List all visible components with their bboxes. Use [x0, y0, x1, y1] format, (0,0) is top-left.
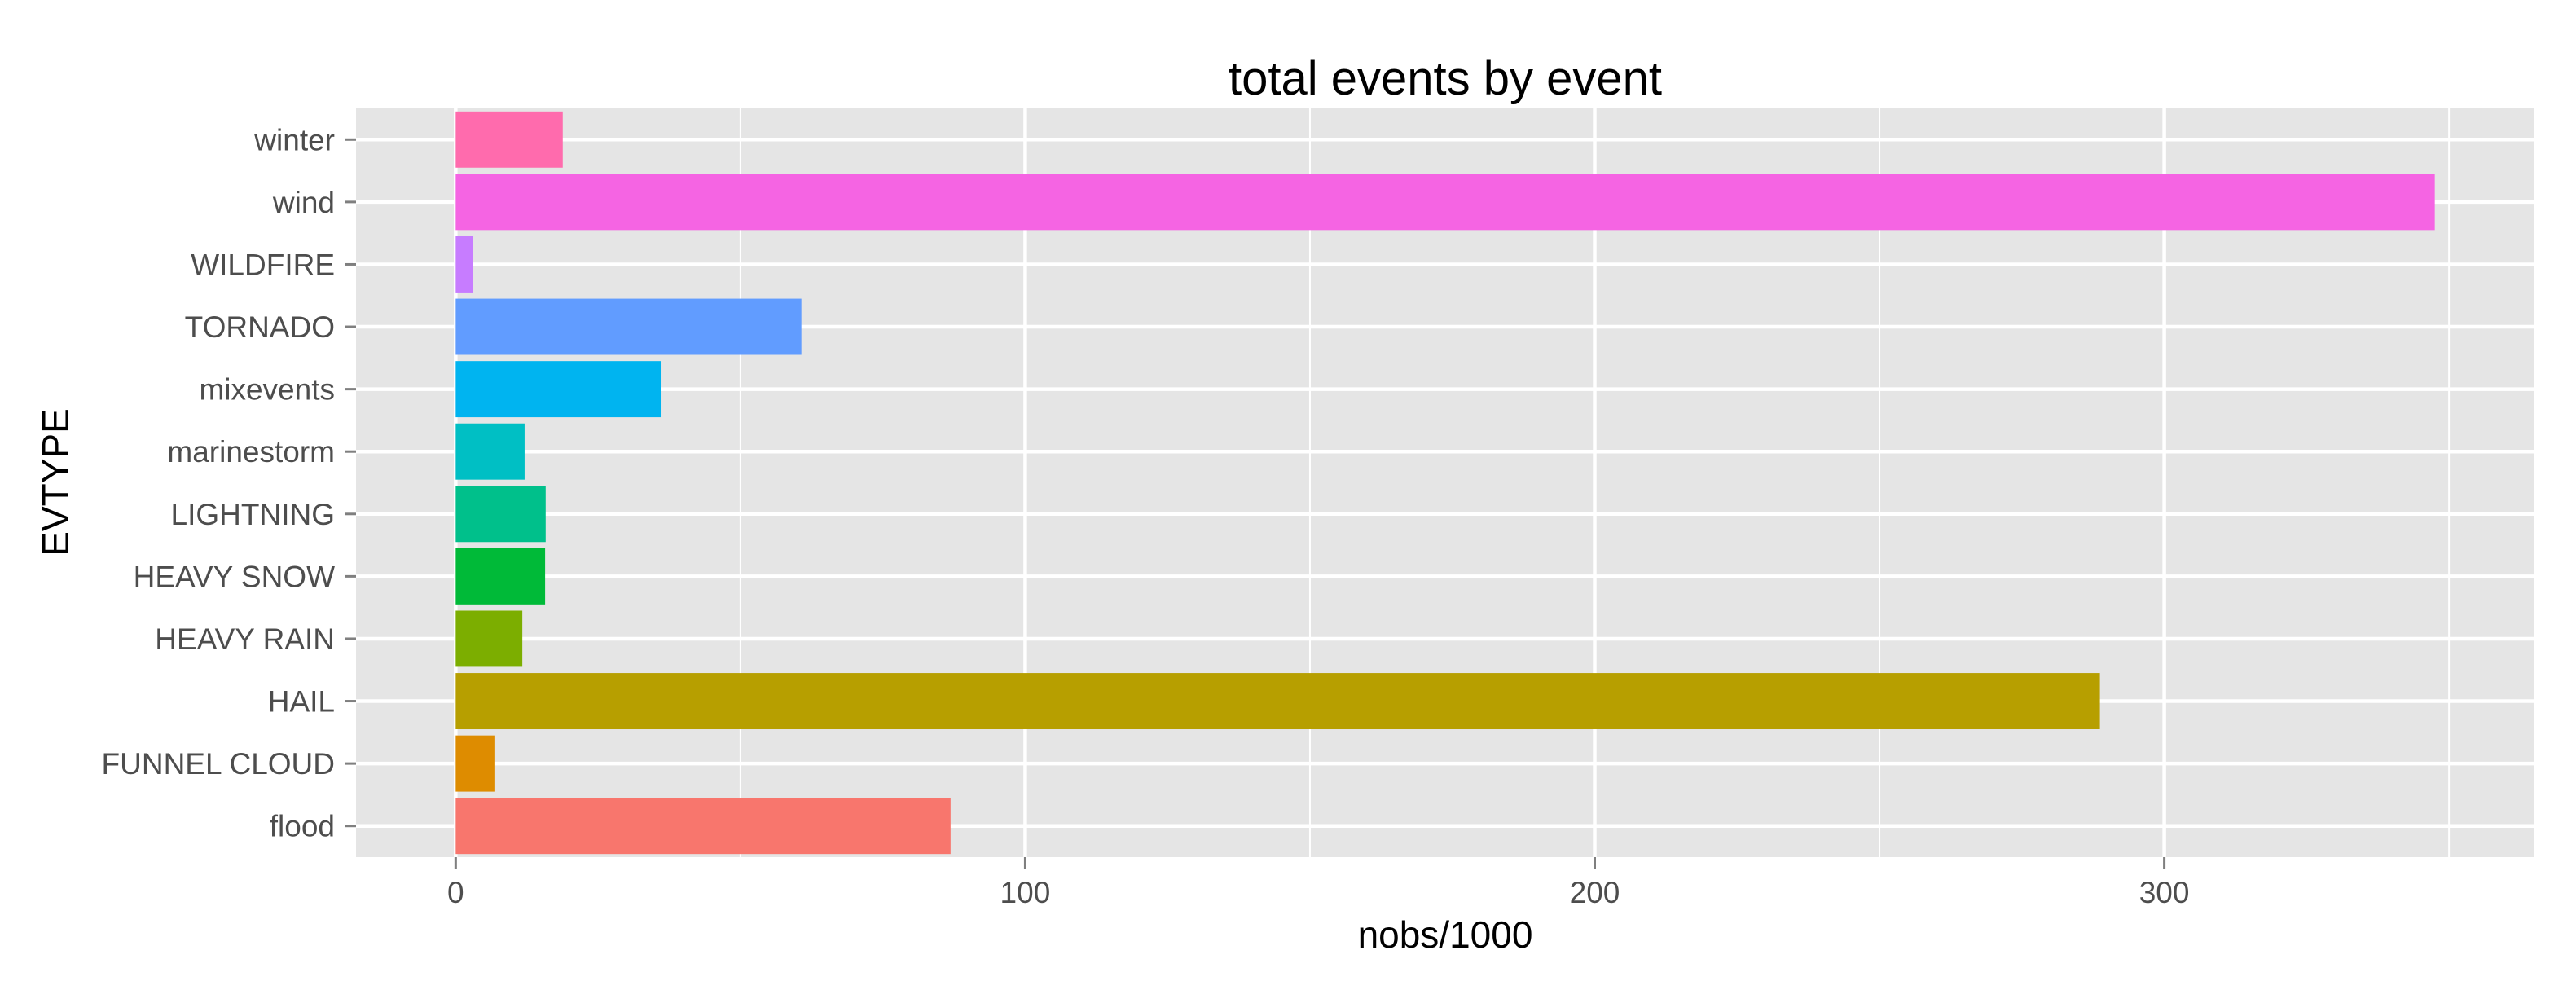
grid-major [356, 108, 2534, 857]
x-tick-label: 0 [447, 876, 464, 909]
y-tick-label: marinestorm [167, 435, 335, 469]
x-tick-label: 300 [2139, 876, 2190, 909]
y-tick-label: winter [253, 123, 335, 156]
y-tick-label: HEAVY RAIN [155, 622, 335, 656]
bar-wildfire [455, 235, 473, 293]
x-axis-title: nobs/1000 [1358, 913, 1533, 956]
x-tick-label: 200 [1570, 876, 1620, 909]
bar-marinestorm [455, 423, 525, 480]
plot-panel [356, 108, 2534, 857]
y-tick-label: HEAVY SNOW [134, 560, 335, 593]
y-tick-label: HAIL [268, 685, 335, 719]
bar-wind [455, 174, 2435, 231]
y-axis-title: EVTYPE [34, 408, 77, 556]
bar-flood [455, 798, 951, 855]
bars [455, 111, 2435, 855]
bar-hail [455, 673, 2100, 730]
bar-heavy-snow [455, 548, 546, 605]
y-tick-label: mixevents [199, 373, 335, 407]
y-axis: winter wind WILDFIRE TORNADO mixevents marine… [102, 123, 356, 843]
chart-title: total events by event [1229, 52, 1662, 105]
y-tick-label: TORNADO [185, 310, 335, 344]
y-tick-label: flood [270, 810, 335, 843]
bar-lightning [455, 486, 546, 543]
y-tick-label: LIGHTNING [171, 498, 335, 531]
y-tick-label: WILDFIRE [191, 248, 335, 281]
x-tick-label: 100 [1000, 876, 1051, 909]
y-tick-label: wind [272, 186, 335, 219]
y-tick-label: FUNNEL CLOUD [102, 747, 335, 781]
bar-winter [455, 111, 563, 168]
bar-tornado [455, 298, 802, 355]
bar-heavy-rain [455, 610, 523, 667]
bar-funnel-cloud [455, 735, 495, 792]
grid-minor [739, 108, 2451, 857]
x-axis: 0 100 200 300 [447, 857, 2189, 909]
bar-mixevents [455, 361, 662, 418]
